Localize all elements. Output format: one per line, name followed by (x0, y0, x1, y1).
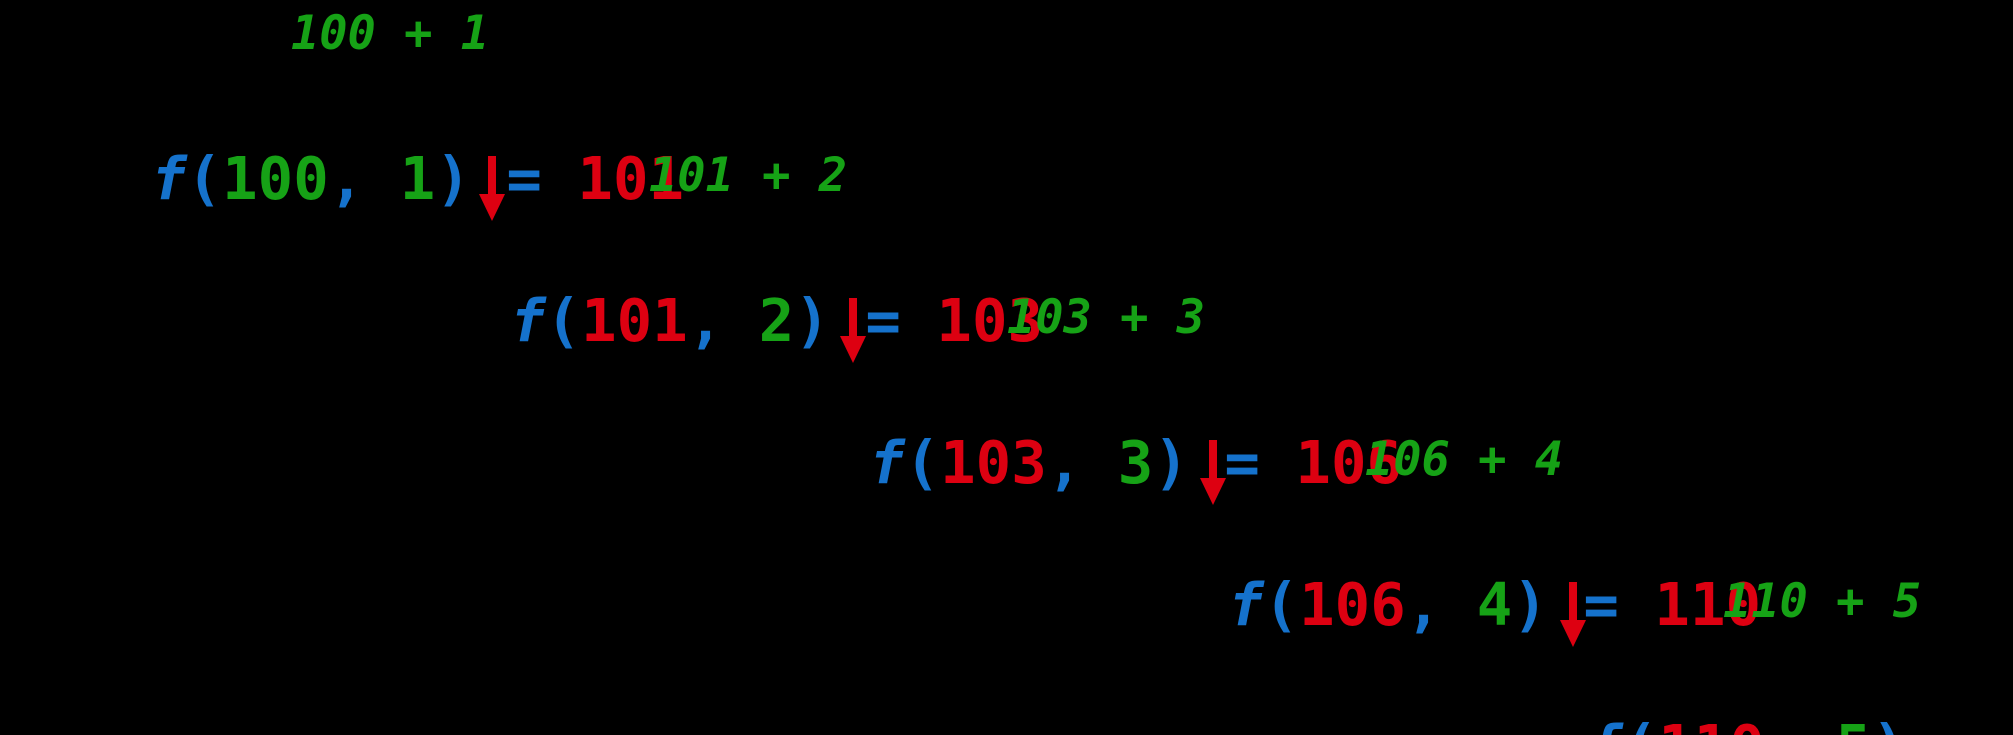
function-call-equation: f(101, 2) = 103 (368, 232, 1043, 409)
comma-separator: , (687, 286, 759, 355)
function-name: f (510, 286, 546, 355)
function-name: f (869, 428, 905, 497)
argument-1: 106 (1299, 570, 1406, 639)
result-value: 110 (1654, 570, 1761, 639)
function-name: f (1228, 570, 1264, 639)
function-call-equation: f(106, 4) = 110 (1086, 516, 1761, 693)
computation-annotation: 100 + 1 (290, 6, 490, 61)
comma-separator: , (1046, 428, 1118, 497)
close-paren: ) (1871, 712, 1907, 735)
computation-annotation: 110 + 5 (1722, 574, 1922, 629)
comma-separator: , (1765, 712, 1836, 735)
function-name: f (151, 144, 187, 213)
function-call-equation: f(110, 5) = 115 (1445, 658, 2013, 735)
argument-1: 110 (1658, 712, 1765, 735)
function-call-equation: f(103, 3) = 106 (727, 374, 1402, 551)
down-arrow-icon (840, 298, 866, 363)
open-paren: ( (1623, 712, 1659, 735)
open-paren: ( (186, 144, 223, 213)
argument-2: 5 (1836, 712, 1872, 735)
result-value: 106 (1295, 428, 1402, 497)
equals-sign: = (829, 286, 937, 355)
close-paren: ) (1512, 570, 1548, 639)
argument-2: 2 (758, 286, 795, 355)
down-arrow-icon (1560, 582, 1586, 647)
open-paren: ( (1263, 570, 1300, 639)
equals-sign: = (1907, 712, 2013, 735)
argument-2: 1 (399, 144, 436, 213)
function-name: f (1587, 712, 1623, 735)
open-paren: ( (904, 428, 941, 497)
close-paren: ) (1153, 428, 1189, 497)
result-value: 103 (936, 286, 1043, 355)
comma-separator: , (1405, 570, 1477, 639)
argument-2: 4 (1476, 570, 1513, 639)
function-call-equation: f(100, 1) = 101 (9, 90, 684, 267)
open-paren: ( (545, 286, 582, 355)
close-paren: ) (435, 144, 471, 213)
equals-sign: = (1188, 428, 1296, 497)
argument-1: 100 (222, 144, 329, 213)
computation-annotation: 101 + 2 (648, 148, 848, 203)
close-paren: ) (794, 286, 830, 355)
down-arrow-icon (1200, 440, 1226, 505)
computation-annotation: 103 + 3 (1006, 290, 1206, 345)
computation-annotation: 106 + 4 (1364, 432, 1564, 487)
down-arrow-icon (479, 156, 505, 221)
argument-2: 3 (1117, 428, 1154, 497)
argument-1: 103 (940, 428, 1047, 497)
equals-sign: = (470, 144, 578, 213)
result-value: 101 (577, 144, 684, 213)
comma-separator: , (328, 144, 400, 213)
equals-sign: = (1547, 570, 1655, 639)
argument-1: 101 (581, 286, 688, 355)
